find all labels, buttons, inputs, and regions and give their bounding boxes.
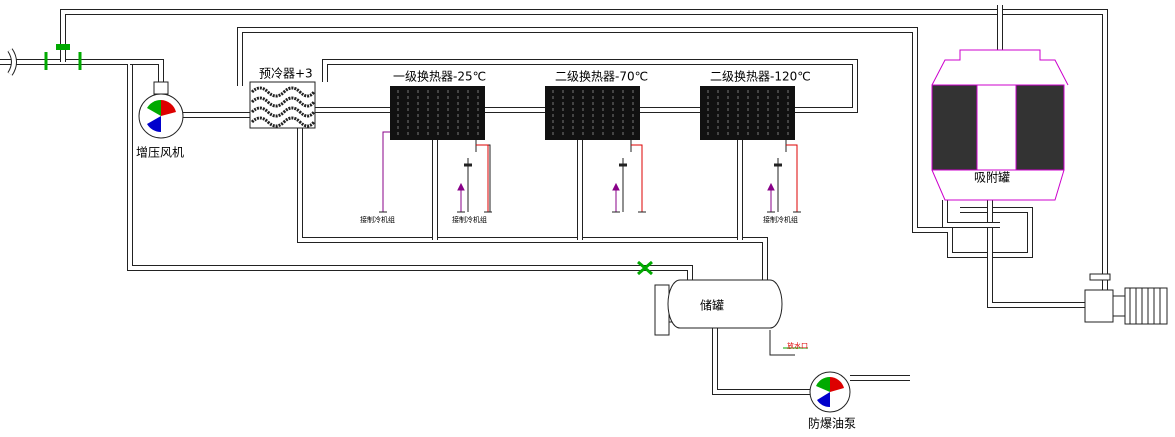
vacuum-pump-coupling <box>1112 295 1126 317</box>
pipe <box>61 10 1107 290</box>
motor-fins <box>1129 288 1161 324</box>
adsorber-left <box>931 84 978 171</box>
pipes <box>0 5 1108 395</box>
labels: 预冷器+3 一级换热器-25℃ 二级换热器-70℃ 二级换热器-120℃ 增压风… <box>136 67 1010 431</box>
pipe <box>298 128 767 280</box>
storage-tank <box>667 279 783 329</box>
tank-flange <box>654 284 670 336</box>
pipe <box>8 48 16 76</box>
fan-inlet <box>153 81 169 95</box>
fan-blade <box>161 100 176 116</box>
pipe <box>943 200 1000 227</box>
label: 放水口 <box>787 341 808 350</box>
pipe <box>130 59 164 82</box>
adsorber-right <box>1015 84 1065 171</box>
label: 预冷器+3 <box>259 67 313 81</box>
fan-blade <box>147 116 161 133</box>
pipe <box>238 28 1032 257</box>
label: 增压风机 <box>136 146 184 160</box>
pipe <box>297 128 768 280</box>
chiller-line <box>382 131 390 212</box>
exchangers <box>390 86 795 140</box>
pump-blade <box>830 377 844 392</box>
label: 二级换热器-70℃ <box>555 70 648 84</box>
label: 二级换热器-120℃ <box>710 70 811 84</box>
pipe <box>988 200 1085 307</box>
vacuum-pump <box>1084 273 1168 325</box>
adsorber-top <box>931 49 1069 86</box>
chiller-arrow <box>457 182 775 191</box>
label: 防爆油泵 <box>808 416 856 431</box>
label: 储罐 <box>700 298 724 313</box>
pipe <box>130 60 163 82</box>
oil-pump <box>809 371 851 413</box>
chiller-line <box>467 140 491 212</box>
vacuum-pump-motor <box>1124 287 1168 325</box>
inlet-valve <box>44 52 82 70</box>
exchanger <box>700 86 795 140</box>
drain-line <box>769 330 795 356</box>
pump-blade <box>816 376 830 392</box>
chiller-label: 接制冷机组 <box>452 215 487 224</box>
vacuum-pump-flange <box>1089 273 1111 281</box>
adsorber-link <box>977 84 1016 171</box>
chiller-line <box>777 140 787 212</box>
label: 一级换热器-25℃ <box>393 70 486 84</box>
chiller-label: 接制冷机组 <box>763 215 798 224</box>
chiller-lines <box>379 131 808 356</box>
pipe <box>323 60 857 112</box>
exchanger <box>545 86 640 140</box>
adsorbers <box>931 49 1069 201</box>
pipe <box>0 60 692 280</box>
label: 吸附罐 <box>974 171 1010 185</box>
booster-fan <box>138 81 184 139</box>
pipe <box>432 140 743 240</box>
chiller-line <box>631 144 643 212</box>
chiller-line <box>786 144 798 212</box>
pump-blade <box>817 392 830 408</box>
pipe <box>712 328 810 395</box>
equipment <box>44 44 1168 413</box>
exchanger <box>390 86 485 140</box>
adsorber-bottom <box>931 169 1065 201</box>
precooler-coil <box>250 86 316 128</box>
tank-valve <box>637 260 653 276</box>
pipe <box>713 328 810 394</box>
chiller-line <box>622 140 632 212</box>
vacuum-pump-head <box>1084 289 1114 323</box>
inlet-valve-stem <box>56 44 70 50</box>
fan-blade <box>147 99 161 116</box>
chiller-line <box>476 144 489 212</box>
pipe <box>433 140 742 240</box>
chiller-label: 接制冷机组 <box>360 215 395 224</box>
